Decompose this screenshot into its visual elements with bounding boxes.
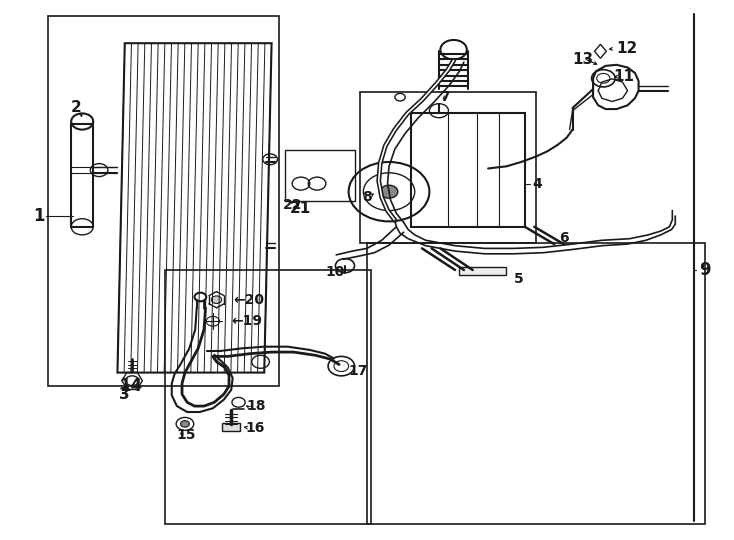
Bar [367, 243, 705, 524]
Text: 13: 13 [573, 52, 594, 67]
Text: 8: 8 [362, 190, 371, 204]
Bar [411, 113, 525, 227]
Text: 3: 3 [119, 387, 129, 402]
Circle shape [181, 421, 189, 427]
Text: 10: 10 [325, 265, 344, 279]
Text: 11: 11 [614, 69, 635, 84]
Circle shape [211, 296, 222, 303]
Bar [459, 267, 506, 275]
Text: 21: 21 [290, 201, 311, 216]
Text: 22: 22 [283, 198, 303, 212]
Circle shape [380, 185, 398, 198]
Text: 6: 6 [559, 231, 569, 245]
Text: 7: 7 [440, 90, 450, 104]
Bar [360, 92, 536, 243]
Text: 16: 16 [245, 421, 264, 435]
Bar [285, 150, 355, 201]
Bar [165, 270, 371, 524]
Text: 2: 2 [71, 100, 82, 116]
Text: 9: 9 [699, 261, 711, 279]
Text: ←19: ←19 [231, 314, 262, 328]
Text: 15: 15 [176, 428, 196, 442]
Text: 14: 14 [119, 377, 142, 395]
Text: 4: 4 [532, 177, 542, 191]
Text: ←20: ←20 [233, 293, 264, 307]
Text: 17: 17 [349, 364, 368, 378]
Text: 1: 1 [33, 207, 45, 225]
Bar [71, 124, 93, 227]
Text: 12: 12 [617, 41, 638, 56]
Text: 18: 18 [247, 399, 266, 413]
Text: 5: 5 [514, 272, 523, 286]
Bar [48, 16, 279, 386]
Bar [222, 423, 240, 431]
